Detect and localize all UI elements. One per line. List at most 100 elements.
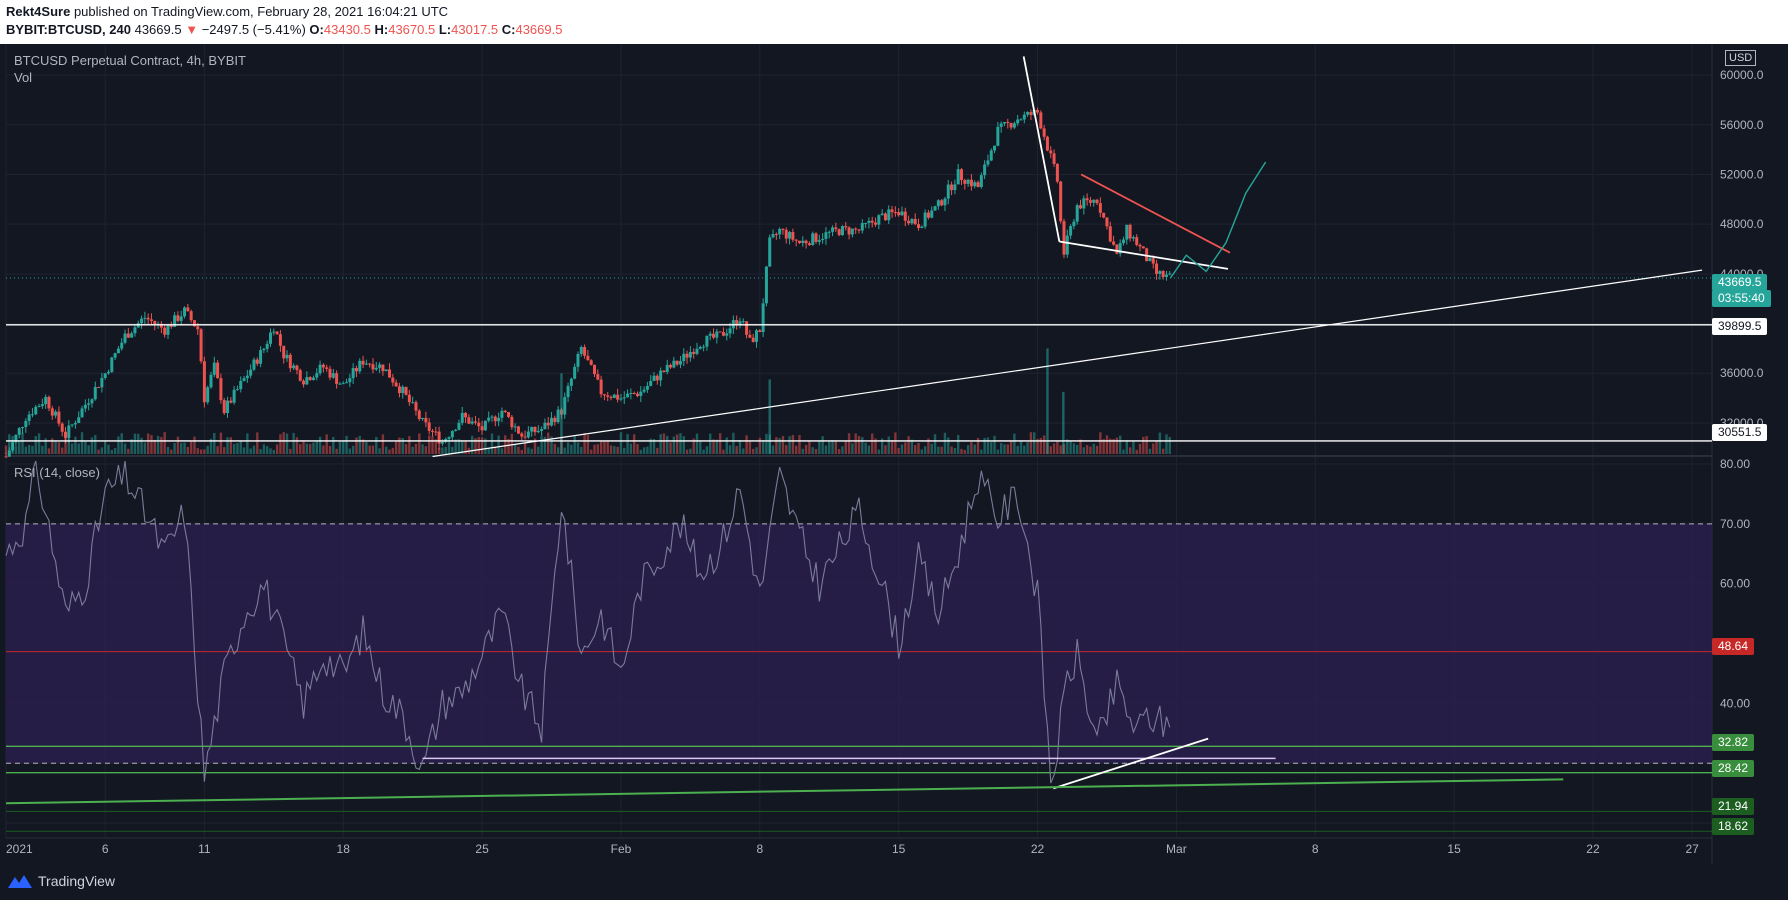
candle-body <box>209 374 213 388</box>
volume-bar <box>1125 440 1129 454</box>
price-legend-title[interactable]: BTCUSD Perpetual Contract, 4h, BYBIT <box>14 53 246 68</box>
candle-body <box>1148 258 1152 262</box>
volume-bar <box>857 436 861 454</box>
volume-bar <box>47 448 51 454</box>
volume-bar <box>943 432 947 454</box>
candle-body <box>1059 181 1063 222</box>
candle-body <box>60 423 64 432</box>
volume-bar <box>966 445 970 454</box>
volume-bar <box>738 440 742 454</box>
candle-body <box>619 398 623 400</box>
time-tick-label: Mar <box>1166 842 1187 856</box>
volume-bar <box>21 432 24 454</box>
candle-body <box>738 321 742 326</box>
candle-body <box>354 368 358 372</box>
candle-body <box>659 370 663 381</box>
volume-bar <box>41 445 44 454</box>
currency-button[interactable]: USD <box>1725 50 1757 66</box>
volume-bar <box>682 436 685 454</box>
candle-body <box>325 367 329 369</box>
candle-body <box>450 430 454 438</box>
volume-bar <box>223 447 226 454</box>
candle-body <box>480 426 484 431</box>
volume-bar <box>884 445 887 454</box>
candle-body <box>206 387 210 403</box>
candle-body <box>503 410 507 413</box>
volume-bar <box>728 445 732 454</box>
candle-body <box>328 368 332 378</box>
tradingview-brand[interactable]: TradingView <box>8 873 115 889</box>
candle-body <box>983 164 987 176</box>
candle-body <box>305 377 309 385</box>
footer: TradingView <box>0 864 1788 900</box>
chart-canvas[interactable]: 32000.036000.044000.048000.052000.056000… <box>0 0 1788 864</box>
candle-body <box>678 361 682 365</box>
candle-body <box>24 420 28 427</box>
candle-body <box>268 332 272 344</box>
volume-bar <box>474 438 477 454</box>
candle-body <box>589 360 593 365</box>
volume-bar <box>923 446 927 454</box>
candle-body <box>794 239 798 241</box>
volume-bar <box>388 449 391 454</box>
candle-body <box>712 333 716 338</box>
author-name[interactable]: Rekt4Sure <box>6 4 71 19</box>
candle-body <box>510 416 514 428</box>
volume-bar <box>1095 445 1099 454</box>
volume-bar <box>103 441 107 454</box>
candle-body <box>910 218 914 224</box>
countdown-tag: 03:55:40 <box>1712 290 1771 307</box>
candle-body <box>1135 237 1139 245</box>
rsi-tick-label: 40.00 <box>1720 696 1750 710</box>
volume-bar <box>431 436 434 454</box>
volume-bar <box>18 441 21 454</box>
candle-body <box>685 353 689 358</box>
candle-body <box>540 429 544 431</box>
candle-body <box>1062 221 1066 255</box>
volume-bar <box>656 447 659 454</box>
volume-bar <box>623 447 626 454</box>
candle-body <box>702 346 706 348</box>
candle-body <box>176 315 180 321</box>
candle-body <box>242 378 246 381</box>
volume-bar <box>279 434 282 454</box>
candle-body <box>913 218 917 225</box>
volume-bar <box>540 436 543 454</box>
candle-body <box>586 355 590 361</box>
volume-bar <box>1023 445 1026 454</box>
candle-body <box>850 228 854 235</box>
volume-bar <box>814 448 818 454</box>
candle-body <box>278 334 282 346</box>
rsi-legend[interactable]: RSI (14, close) <box>14 465 100 480</box>
volume-bar <box>1102 439 1105 454</box>
candle-body <box>364 363 368 365</box>
tradingview-logo-icon <box>8 875 32 888</box>
candle-body <box>345 382 349 384</box>
candle-body <box>470 421 474 424</box>
price-tick-label: 52000.0 <box>1720 167 1764 181</box>
candle-body <box>173 315 177 327</box>
candle-body <box>596 374 600 380</box>
time-tick-label: 6 <box>102 842 109 856</box>
volume-bar <box>566 442 570 454</box>
volume-bar <box>1049 446 1052 454</box>
volume-bar <box>775 437 778 454</box>
volume-bar <box>282 432 285 454</box>
candle-body <box>4 456 8 458</box>
candle-body <box>454 429 458 431</box>
volume-bar <box>930 443 933 454</box>
open-value: 43430.5 <box>323 22 371 37</box>
time-tick-label: 2021 <box>6 842 33 856</box>
candle-body <box>814 233 818 242</box>
volume-bar <box>758 437 762 454</box>
volume-bar <box>500 448 504 454</box>
volume-bar <box>97 449 100 454</box>
volume-bar <box>788 436 791 454</box>
volume-bar <box>51 438 54 454</box>
candle-body <box>801 240 805 243</box>
volume-legend[interactable]: Vol <box>14 70 33 85</box>
candle-body <box>358 360 362 372</box>
candle-body <box>397 386 401 393</box>
volume-bar <box>543 436 547 454</box>
volume-bar <box>990 442 993 454</box>
